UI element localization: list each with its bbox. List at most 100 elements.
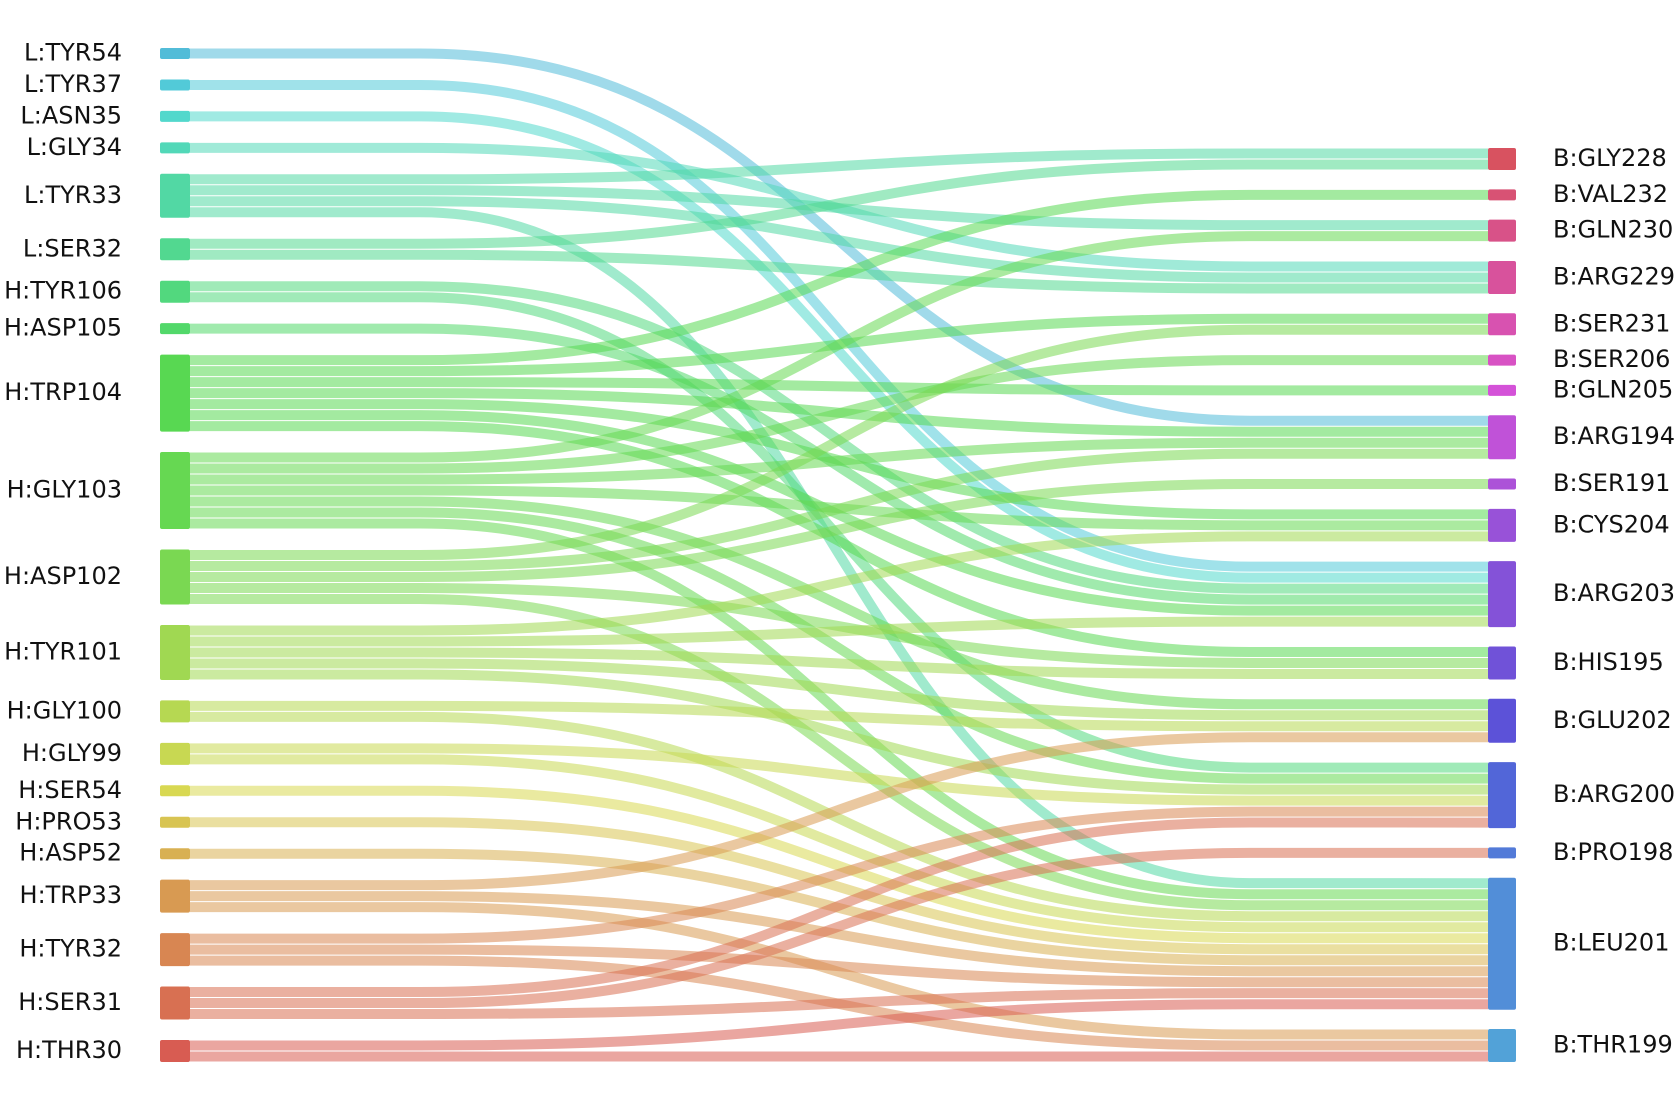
left-node (160, 323, 190, 335)
link (190, 817, 1488, 998)
link (190, 437, 1488, 485)
right-node (1488, 698, 1516, 743)
right-node-label: B:CYS204 (1553, 510, 1670, 538)
left-node-label: H:TRP104 (4, 378, 122, 406)
link (190, 754, 1488, 933)
left-node (160, 79, 190, 91)
right-node-label: B:SER206 (1553, 345, 1670, 373)
left-node-label: H:ASP105 (4, 314, 122, 342)
right-node-label: B:HIS195 (1553, 648, 1664, 676)
right-node-label: B:ARG194 (1553, 422, 1675, 450)
right-node-label: B:PRO198 (1553, 838, 1673, 866)
left-node-label: L:GLY34 (27, 133, 122, 161)
left-node-label: H:THR30 (16, 1036, 122, 1064)
link (190, 507, 1488, 784)
right-node-label: B:GLN230 (1553, 216, 1673, 244)
right-node (1488, 508, 1516, 542)
link (190, 658, 1488, 721)
left-node-label: H:PRO53 (15, 807, 122, 835)
left-node-label: H:ASP102 (4, 562, 122, 590)
right-node-label: B:LEU201 (1553, 929, 1669, 957)
left-node (160, 700, 190, 723)
left-node (160, 238, 190, 261)
right-node (1488, 415, 1516, 460)
left-node (160, 624, 190, 680)
left-node (160, 173, 190, 218)
left-node-label: L:SER32 (23, 234, 122, 262)
link (190, 479, 1488, 582)
left-node-label: L:TYR54 (24, 39, 122, 67)
right-node (1488, 313, 1516, 336)
right-node (1488, 260, 1516, 294)
link (190, 496, 1488, 710)
right-node-label: B:ARG229 (1553, 262, 1675, 290)
link (190, 817, 1488, 955)
right-node-label: B:SER231 (1553, 309, 1670, 337)
right-node-label: B:GLN205 (1553, 375, 1673, 403)
link (190, 421, 1488, 657)
link (190, 231, 1488, 463)
right-node-label: B:ARG200 (1553, 780, 1675, 808)
link (190, 891, 1488, 977)
links (190, 48, 1488, 1062)
right-node (1488, 1029, 1516, 1062)
link (190, 377, 1488, 396)
right-node (1488, 354, 1516, 366)
left-node-label: H:TYR106 (4, 277, 122, 305)
right-node-label: B:SER191 (1553, 469, 1670, 497)
left-node (160, 933, 190, 967)
link (190, 999, 1488, 1051)
left-node-label: H:ASP52 (19, 839, 122, 867)
left-node (160, 1040, 190, 1062)
left-node-label: H:SER31 (18, 988, 122, 1016)
left-node-label: H:TRP33 (20, 881, 122, 909)
left-node (160, 280, 190, 303)
right-node-label: B:THR199 (1553, 1031, 1673, 1059)
left-node (160, 879, 190, 913)
link (190, 448, 1488, 571)
right-node (1488, 561, 1516, 628)
left-node (160, 742, 190, 765)
left-node-label: H:GLY100 (7, 696, 122, 724)
right-node-label: B:GLU202 (1553, 706, 1672, 734)
link (190, 249, 1488, 294)
left-node-label: L:TYR37 (24, 70, 122, 98)
link (190, 944, 1488, 988)
right-node (1488, 219, 1516, 242)
link (190, 847, 1488, 1009)
left-node (160, 785, 190, 797)
link (190, 148, 1488, 185)
right-node (1488, 847, 1516, 859)
link (190, 355, 1488, 474)
right-node-label: B:VAL232 (1553, 180, 1668, 208)
left-node (160, 816, 190, 828)
right-node (1488, 646, 1516, 680)
left-node (160, 48, 190, 59)
link (190, 988, 1488, 1020)
right-node (1488, 148, 1516, 170)
left-node-label: H:TYR101 (4, 637, 122, 665)
left-node (160, 452, 190, 530)
right-node (1488, 762, 1516, 829)
left-node (160, 354, 190, 432)
link (190, 196, 1488, 283)
link (190, 743, 1488, 806)
link (190, 324, 1488, 560)
left-node-label: L:TYR33 (24, 181, 122, 209)
link (190, 531, 1488, 636)
right-node (1488, 384, 1516, 396)
left-node-label: H:SER54 (18, 776, 122, 804)
left-node-label: H:GLY99 (22, 739, 122, 767)
left-node (160, 986, 190, 1020)
left-node-label: H:TYR32 (19, 935, 122, 963)
link (190, 711, 1488, 922)
link (190, 700, 1488, 732)
link (190, 732, 1488, 891)
link (190, 189, 1488, 366)
link (190, 806, 1488, 944)
link (190, 159, 1488, 249)
right-node (1488, 189, 1516, 201)
left-node-label: H:GLY103 (7, 476, 122, 504)
left-node (160, 110, 190, 122)
left-node (160, 549, 190, 605)
